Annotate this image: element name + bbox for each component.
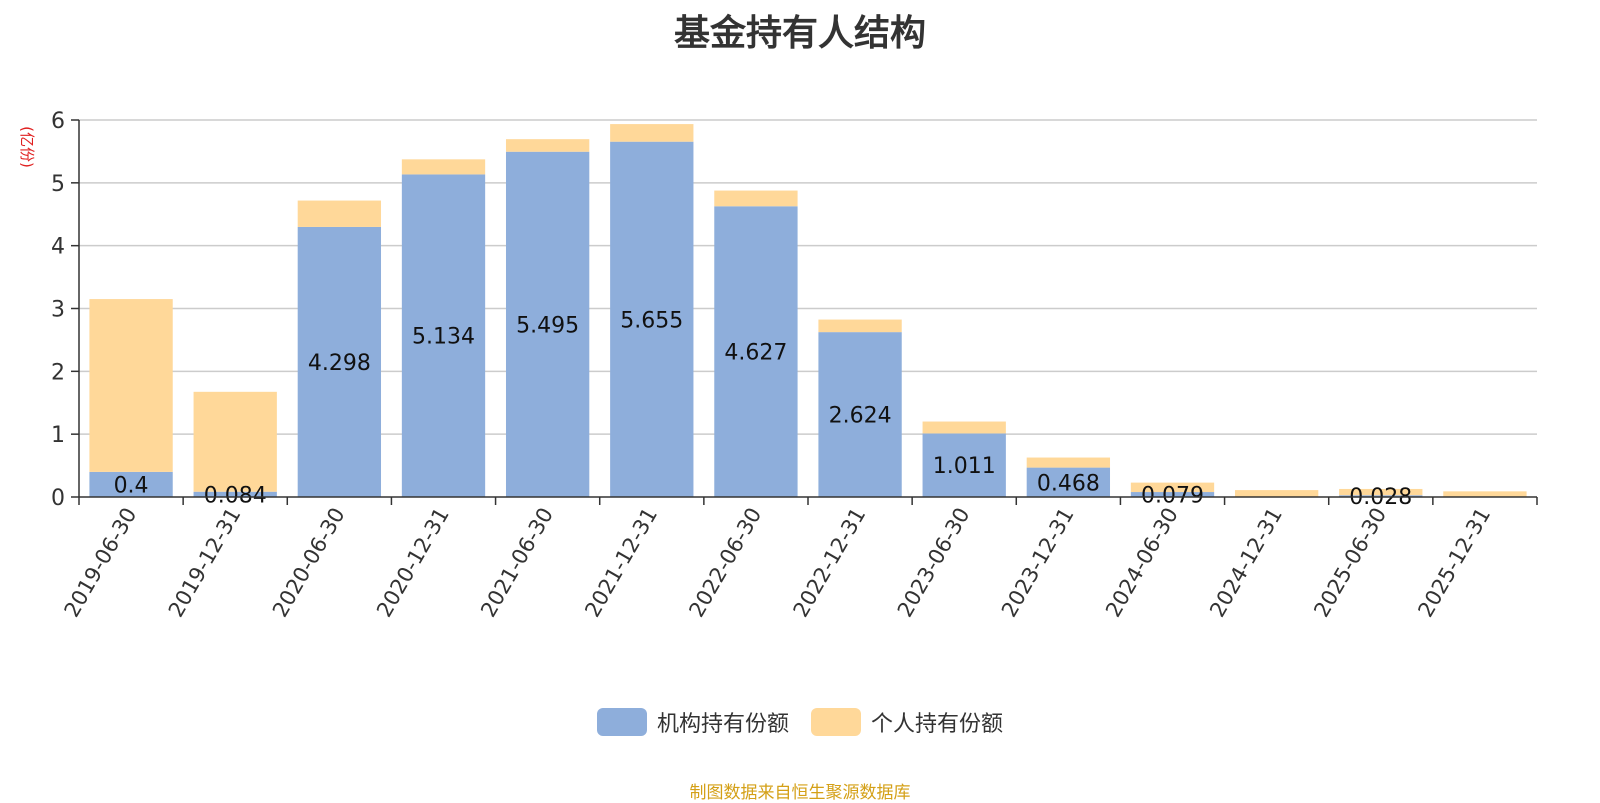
bar-institutional[interactable]: [193, 491, 277, 497]
x-tick-label: 2020-06-30: [268, 504, 350, 622]
bar-individual[interactable]: [1234, 490, 1319, 497]
bar-individual[interactable]: [714, 190, 798, 207]
bar-value-label: 0.468: [1037, 471, 1100, 496]
bar-value-label: 0.4: [114, 473, 149, 498]
legend-item-institutional[interactable]: 机构持有份额: [596, 706, 789, 738]
bar-institutional[interactable]: [818, 332, 902, 497]
bar-individual[interactable]: [297, 200, 382, 227]
legend: 机构持有份额 个人持有份额: [0, 706, 1600, 738]
bar-individual[interactable]: [505, 139, 590, 152]
bar-institutional[interactable]: [1130, 492, 1215, 497]
bar-value-label: 2.624: [829, 404, 892, 429]
y-tick-label: 1: [51, 423, 65, 448]
x-tick-label: 2023-12-31: [997, 504, 1079, 622]
bar-individual[interactable]: [818, 319, 902, 333]
bar-individual[interactable]: [89, 299, 173, 472]
legend-item-individual[interactable]: 个人持有份额: [811, 706, 1003, 738]
x-tick-label: 2024-12-31: [1205, 504, 1287, 622]
bar-institutional[interactable]: [1339, 495, 1423, 497]
y-tick-label: 4: [51, 235, 65, 260]
data-source-note: 制图数据来自恒生聚源数据库: [689, 783, 911, 803]
bar-institutional[interactable]: [297, 226, 382, 498]
x-tick-label: 2021-12-31: [580, 504, 662, 622]
y-tick-label: 2: [51, 360, 65, 385]
y-axis-label: (亿份): [18, 126, 36, 168]
bar-value-label: 5.655: [620, 308, 683, 333]
bar-value-label: 1.011: [933, 454, 996, 479]
bar-value-label: 4.627: [724, 341, 787, 366]
bar-institutional[interactable]: [714, 206, 798, 497]
legend-swatch-institutional: [596, 708, 647, 736]
bar-individual[interactable]: [401, 159, 486, 175]
x-tick-label: 2019-12-31: [164, 504, 246, 622]
bar-individual[interactable]: [193, 391, 277, 492]
y-tick-label: 0: [51, 486, 65, 511]
bar-value-label: 5.134: [412, 325, 475, 350]
data-labels: 0.4 0.084 4.298 5.134 5.495 5.655 4.627 2.624 1.…: [114, 308, 1413, 510]
x-tick-label: 2021-06-30: [476, 504, 558, 622]
bar-value-label: 0.079: [1141, 484, 1204, 509]
x-tick-label: 2019-06-30: [60, 504, 142, 622]
bar-institutional[interactable]: [1026, 467, 1111, 497]
bar-individual[interactable]: [610, 124, 694, 142]
bar-institutional[interactable]: [401, 174, 486, 497]
y-tick-label: 3: [51, 298, 65, 323]
x-tick-label: 2024-06-30: [1101, 504, 1183, 622]
bar-individual[interactable]: [922, 421, 1006, 434]
x-tick-label: 2020-12-31: [372, 504, 454, 622]
x-tick-label: 2025-12-31: [1413, 504, 1495, 622]
bar-value-label: 4.298: [308, 351, 371, 376]
y-tick-label: 6: [51, 109, 65, 134]
legend-swatch-individual: [811, 708, 861, 736]
bar-value-label: 0.084: [204, 483, 267, 508]
legend-label-institutional: 机构持有份额: [656, 712, 789, 737]
bar-individual[interactable]: [1339, 488, 1423, 496]
bar-institutional[interactable]: [89, 471, 173, 497]
x-tick-label: 2022-06-30: [684, 504, 766, 622]
bar-individual[interactable]: [1443, 491, 1527, 497]
x-tick-label: 2023-06-30: [893, 504, 975, 622]
bars: [89, 124, 1527, 498]
y-tick-label: 5: [51, 172, 65, 197]
x-tick-label: 2025-06-30: [1309, 504, 1391, 622]
chart-title: 基金持有人结构: [673, 13, 926, 54]
bar-institutional[interactable]: [505, 151, 590, 497]
bar-individual[interactable]: [1130, 482, 1215, 493]
legend-label-individual: 个人持有份额: [871, 712, 1004, 737]
stacked-bar-chart: 0.4 0.084 4.298 5.134 5.495 5.655 4.627 2.624 1.…: [18, 109, 1538, 622]
bar-value-label: 5.495: [516, 313, 579, 338]
x-tick-label: 2022-12-31: [789, 504, 871, 622]
bar-institutional[interactable]: [922, 433, 1006, 497]
bar-individual[interactable]: [1026, 457, 1111, 468]
bar-institutional[interactable]: [610, 141, 694, 498]
